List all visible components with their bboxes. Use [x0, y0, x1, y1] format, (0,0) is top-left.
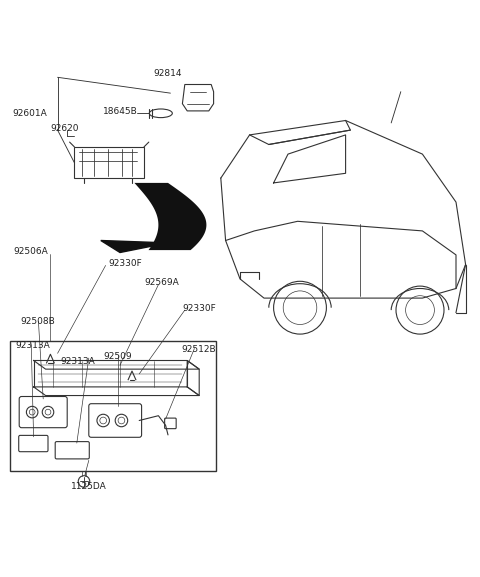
Text: 92814: 92814 — [154, 69, 182, 78]
Text: 92620: 92620 — [50, 123, 79, 133]
Text: 92508B: 92508B — [20, 317, 55, 325]
Text: 92601A: 92601A — [12, 109, 47, 118]
Text: 1125DA: 1125DA — [71, 482, 107, 491]
Text: 92509: 92509 — [103, 352, 132, 361]
Text: 92569A: 92569A — [144, 278, 179, 287]
Text: 92313A: 92313A — [15, 340, 50, 350]
Text: 18645B: 18645B — [103, 107, 138, 117]
Text: 92330F: 92330F — [182, 304, 216, 313]
Polygon shape — [101, 241, 168, 253]
Text: 92506A: 92506A — [13, 247, 48, 256]
Text: 92313A: 92313A — [60, 357, 95, 366]
Text: 92330F: 92330F — [108, 259, 142, 268]
Text: 92512B: 92512B — [181, 345, 216, 354]
Polygon shape — [134, 183, 206, 250]
